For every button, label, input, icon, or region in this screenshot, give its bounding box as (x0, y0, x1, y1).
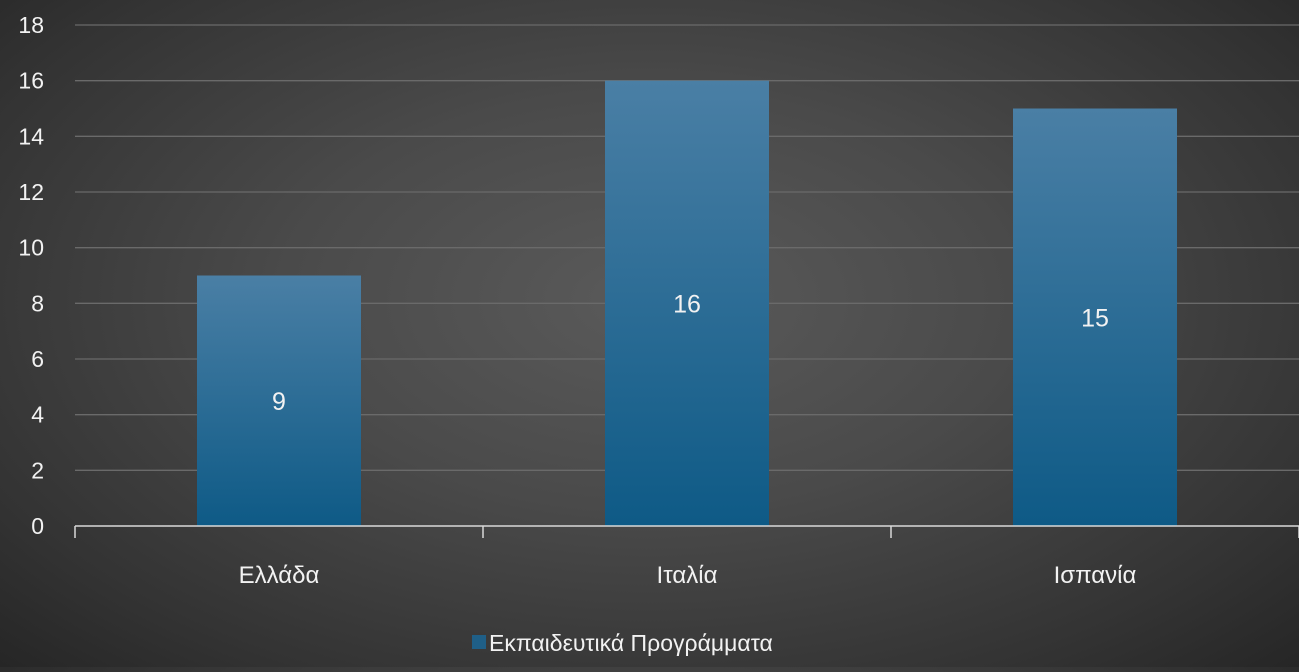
data-labels: 9 16 15 (272, 290, 1109, 415)
bar-3 (1013, 108, 1177, 526)
y-tick-label: 16 (18, 68, 44, 94)
x-tick-label: Ισπανία (1054, 562, 1137, 589)
legend-label: Εκπαιδευτικά Προγράμματα (489, 630, 773, 656)
data-label: 15 (1081, 304, 1109, 332)
y-tick-label: 18 (18, 12, 44, 38)
y-tick-label: 8 (31, 290, 44, 316)
y-tick-label: 12 (18, 179, 44, 205)
x-tick-label: Ιταλία (657, 562, 718, 589)
y-tick-label: 6 (31, 346, 44, 372)
y-tick-label: 0 (31, 513, 44, 539)
y-tick-label: 14 (18, 123, 44, 149)
y-axis-tick-labels: 0 2 4 6 8 10 12 14 16 18 (18, 12, 44, 539)
y-tick-label: 2 (31, 457, 44, 483)
x-axis (74, 525, 1299, 538)
data-label: 9 (272, 388, 286, 416)
x-axis-tick-labels: Ελλάδα Ιταλία Ισπανία (239, 562, 1137, 589)
bar-1 (197, 275, 361, 526)
data-label: 16 (673, 290, 701, 318)
y-tick-label: 10 (18, 235, 44, 261)
bar-2 (605, 80, 769, 527)
legend-swatch (472, 635, 486, 649)
bars (197, 80, 1177, 527)
legend: Εκπαιδευτικά Προγράμματα (472, 630, 773, 656)
x-tick-label: Ελλάδα (239, 562, 320, 589)
y-tick-label: 4 (31, 402, 44, 428)
